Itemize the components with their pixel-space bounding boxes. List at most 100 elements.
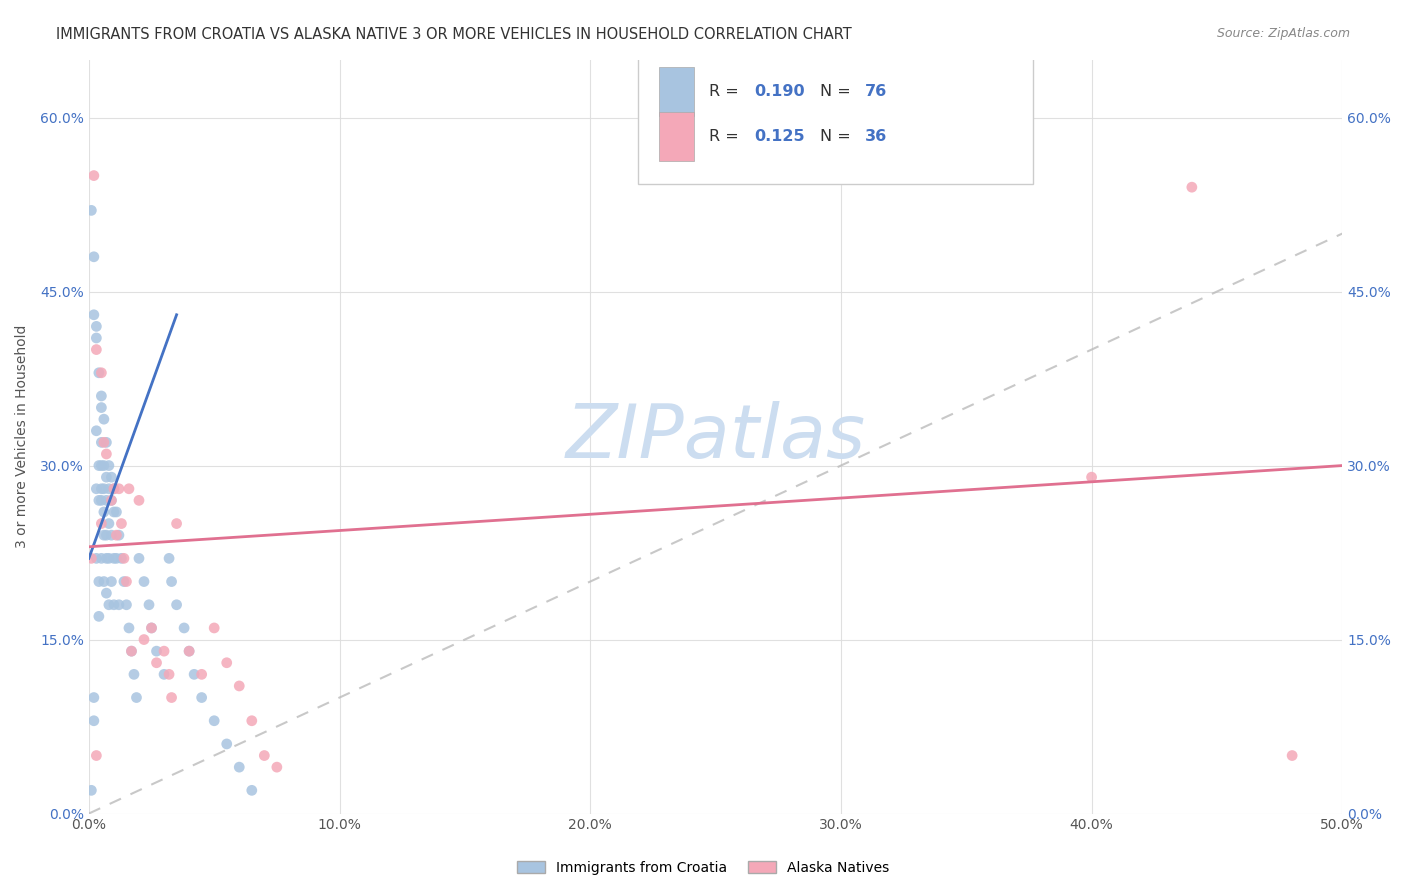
Point [96,586,118,600]
Point [83,308,105,322]
Point [179,644,201,658]
Point [141,621,163,635]
Point [121,644,143,658]
Point [110,516,132,531]
Point [93,458,115,473]
Point [118,482,141,496]
Point [105,505,128,519]
Point [103,598,125,612]
Text: R =: R = [709,129,744,144]
FancyBboxPatch shape [638,57,1032,184]
Point [105,551,128,566]
Point [80,783,103,797]
Point [100,574,122,589]
Point [108,528,131,542]
Text: N =: N = [820,129,855,144]
Point [266,760,288,774]
Point [125,690,148,705]
Point [83,690,105,705]
Point [228,760,250,774]
Text: ZIPatlas: ZIPatlas [565,401,866,473]
Point [160,574,183,589]
Point [157,551,180,566]
Point [153,644,176,658]
Point [83,169,105,183]
Point [80,203,103,218]
Point [97,458,120,473]
Point [100,470,122,484]
Point [128,551,150,566]
Point [96,447,118,461]
Point [86,319,108,334]
Point [1281,748,1303,763]
Point [80,551,103,566]
Point [90,482,112,496]
Point [110,551,132,566]
Point [86,424,108,438]
Point [112,551,135,566]
Point [83,714,105,728]
Point [190,690,212,705]
Point [240,714,263,728]
Point [100,493,122,508]
Point [90,401,112,415]
Point [97,551,120,566]
Point [93,482,115,496]
Point [96,470,118,484]
Point [96,493,118,508]
Point [108,598,131,612]
Text: 0.125: 0.125 [755,129,806,144]
Point [173,621,195,635]
Point [115,574,138,589]
Text: IMMIGRANTS FROM CROATIA VS ALASKA NATIVE 3 OR MORE VEHICLES IN HOUSEHOLD CORRELA: IMMIGRANTS FROM CROATIA VS ALASKA NATIVE… [56,27,852,42]
Point [115,598,138,612]
Point [215,656,238,670]
Point [121,644,143,658]
Point [145,644,167,658]
FancyBboxPatch shape [659,67,695,116]
Point [112,574,135,589]
Point [90,366,112,380]
Point [183,667,205,681]
Point [145,656,167,670]
Point [90,435,112,450]
Point [97,482,120,496]
Point [90,493,112,508]
Point [86,551,108,566]
Point [83,250,105,264]
Point [240,783,263,797]
Point [87,574,110,589]
Point [103,482,125,496]
Point [100,528,122,542]
Point [160,690,183,705]
Point [122,667,145,681]
Point [93,412,115,426]
Point [153,667,176,681]
Point [179,644,201,658]
Point [103,551,125,566]
Point [108,482,131,496]
Point [87,366,110,380]
Point [105,528,128,542]
Point [190,667,212,681]
Point [128,493,150,508]
Point [90,551,112,566]
Point [86,482,108,496]
Legend: Immigrants from Croatia, Alaska Natives: Immigrants from Croatia, Alaska Natives [512,855,894,880]
Point [141,621,163,635]
Y-axis label: 3 or more Vehicles in Household: 3 or more Vehicles in Household [15,325,30,549]
Point [96,435,118,450]
Point [103,505,125,519]
Point [93,574,115,589]
Point [1181,180,1204,194]
Point [157,667,180,681]
Point [90,458,112,473]
Point [132,632,155,647]
Point [87,458,110,473]
Point [166,516,188,531]
Point [86,331,108,345]
Point [96,551,118,566]
Text: N =: N = [820,84,855,99]
Text: 0.190: 0.190 [755,84,806,99]
Point [86,748,108,763]
